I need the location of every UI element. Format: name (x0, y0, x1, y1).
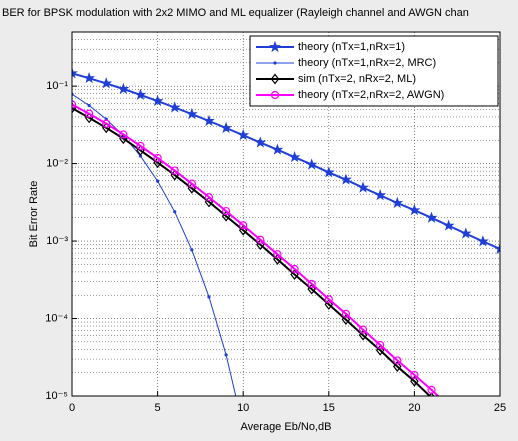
marker-dot (224, 353, 228, 357)
legend: theory (nTx=1,nRx=1) theory (nTx=1,nRx=2,… (249, 35, 499, 107)
marker-dot (273, 61, 277, 65)
marker-circle (270, 90, 280, 100)
marker-diamond (221, 210, 231, 222)
marker-dot (156, 179, 160, 183)
marker-star (269, 40, 281, 52)
axes-box (71, 31, 501, 397)
marker-star (254, 136, 267, 148)
y-tick-label: 10⁻⁴ (45, 312, 68, 324)
marker-star (117, 82, 130, 94)
chart-title: BER for BPSK modulation with 2x2 MIMO an… (2, 7, 469, 19)
lines (72, 67, 500, 409)
marker-star (408, 203, 421, 216)
marker-circle (358, 325, 368, 334)
marker-circle (187, 179, 196, 188)
legend-label: theory (nTx=1,nRx=1) (298, 41, 405, 53)
marker-star (442, 219, 455, 231)
legend-label: theory (nTx=2,nRx=2, AWGN) (298, 89, 444, 101)
marker-diamond (270, 73, 280, 85)
marker-circle (410, 370, 419, 380)
marker-diamond (307, 283, 316, 295)
marker-star (425, 211, 438, 223)
marker-star (100, 77, 113, 89)
marker-circle (393, 356, 402, 365)
legend-label: sim (nTx=2, nRx=2, ML) (298, 73, 416, 85)
marker-star (168, 101, 181, 113)
marker-circle (204, 193, 214, 202)
marker-circle (170, 166, 179, 175)
marker-diamond (375, 344, 385, 356)
marker-circle (119, 130, 128, 139)
marker-star (185, 107, 198, 120)
marker-diamond (393, 361, 402, 373)
marker-circle (256, 235, 265, 244)
marker-circle (324, 295, 333, 304)
y-tick-label: 10⁻² (46, 158, 68, 170)
marker-circle (221, 206, 231, 216)
marker-diamond (273, 253, 282, 265)
x-tick-label: 25 (494, 402, 506, 414)
x-tick-label: 10 (237, 402, 249, 414)
y-tick-label: 10⁻¹ (46, 80, 68, 92)
x-axis-label: Average Eb/No,dB (241, 421, 332, 433)
marker-dot (138, 154, 143, 158)
marker-star (459, 227, 472, 239)
marker-star (340, 173, 352, 185)
marker-circle (427, 385, 436, 394)
marker-diamond (238, 224, 248, 236)
marker-star (83, 71, 96, 84)
marker-dot (207, 295, 211, 299)
marker-circle (72, 100, 77, 109)
marker-star (151, 94, 164, 107)
marker-circle (239, 221, 248, 230)
series-line (72, 103, 440, 396)
marker-star (288, 150, 301, 163)
marker-star (494, 242, 500, 254)
marker-diamond (324, 298, 334, 310)
x-tick-label: 15 (323, 402, 335, 414)
marker-circle (136, 141, 145, 151)
marker-star (134, 88, 147, 100)
marker-diamond (341, 314, 351, 326)
legend-label: theory (nTx=1,nRx=2, MRC) (298, 57, 436, 69)
marker-circle (102, 119, 111, 128)
marker-circle (85, 109, 94, 118)
marker-star (476, 235, 489, 247)
x-tick-label: 20 (408, 402, 420, 414)
marker-circle (273, 250, 282, 259)
series-line (72, 107, 432, 396)
marker-diamond (290, 269, 299, 280)
marker-circle (445, 402, 452, 409)
y-tick-label: 10⁻³ (46, 235, 68, 247)
marker-circle (290, 264, 299, 274)
marker-dot (190, 248, 194, 252)
marker-dot (173, 210, 177, 214)
marker-star (72, 67, 78, 79)
marker-star (203, 114, 215, 126)
marker-star (271, 143, 284, 155)
marker-star (237, 129, 250, 141)
marker-circle (376, 340, 385, 350)
marker-star (322, 166, 335, 178)
x-tick-label: 0 (69, 402, 75, 414)
marker-star (374, 189, 387, 201)
marker-dot (87, 103, 91, 108)
y-tick-label: 10⁻⁵ (45, 390, 68, 402)
marker-star (305, 158, 318, 170)
marker-star (391, 196, 404, 209)
y-axis-label: Bit Error Rate (28, 181, 40, 248)
x-tick-label: 5 (155, 402, 161, 414)
marker-circle (307, 279, 316, 288)
marker-diamond (358, 329, 368, 341)
marker-star (357, 181, 369, 193)
marker-circle (153, 153, 162, 163)
marker-star (220, 121, 232, 134)
marker-diamond (410, 375, 419, 387)
marker-circle (341, 309, 351, 318)
